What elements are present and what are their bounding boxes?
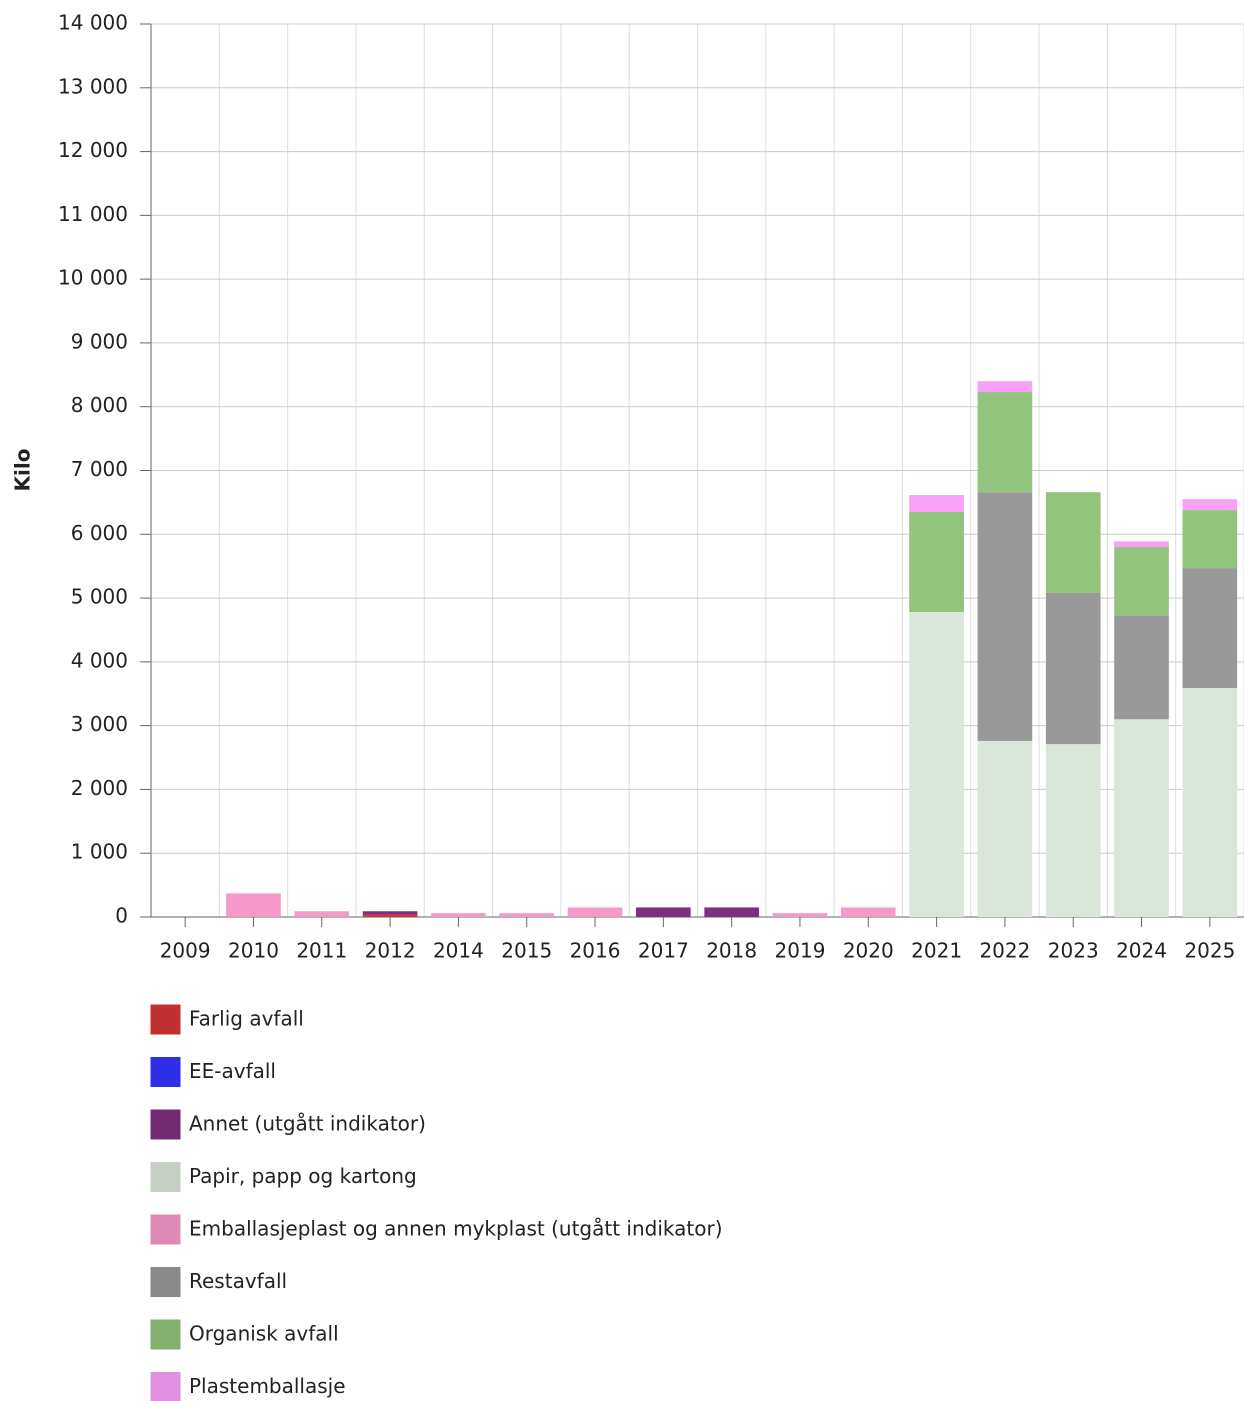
y-tick-label: 1 000 [71,840,128,864]
bar-segment [1114,719,1169,917]
x-tick-label: 2018 [706,939,757,963]
x-tick-label: 2025 [1184,939,1235,963]
y-tick-label: 11 000 [58,202,128,226]
bar-segment [1114,541,1169,548]
bar-segment [772,913,828,917]
y-tick-label: 0 [115,904,128,928]
legend-swatch [150,1214,181,1245]
bar-segment [1114,547,1169,616]
y-tick-label: 7 000 [71,457,128,481]
bar-segment [704,907,759,917]
legend-swatch [150,1319,181,1350]
y-tick-label: 2 000 [71,776,128,800]
bar-segment [1045,592,1101,745]
legend-swatch [150,1057,181,1087]
bar-segment [977,392,1033,493]
y-tick-label: 14 000 [58,11,128,35]
bar-segment [1182,510,1238,569]
y-axis-label: Kilo [11,449,35,492]
x-tick-label: 2021 [911,939,962,963]
bar-segment [1114,615,1169,720]
legend-swatch [150,1109,181,1140]
legend-label: Papir, papp og kartong [189,1164,417,1188]
x-tick-label: 2012 [365,939,416,963]
y-tick-label: 4 000 [71,648,128,672]
bar-segment [1182,499,1238,511]
bar-segment [909,612,964,917]
x-tick-label: 2022 [979,939,1030,963]
legend-label: EE-avfall [189,1059,276,1083]
bar-segment [977,492,1033,741]
x-tick-label: 2020 [843,939,894,963]
legend-swatch [150,1162,181,1192]
bar-segment [1182,688,1238,917]
x-tick-label: 2010 [228,939,279,963]
bar-segment [362,911,418,915]
bar-segment [909,495,964,512]
bar-segment [567,907,623,917]
y-tick-label: 10 000 [58,266,128,290]
legend-label: Annet (utgått indikator) [189,1112,426,1136]
legend-swatch [150,1004,181,1035]
x-tick-label: 2019 [775,939,826,963]
bar-segment [1182,568,1238,689]
bar-segment [226,893,281,917]
x-tick-label: 2017 [638,939,689,963]
x-tick-label: 2023 [1048,939,1099,963]
bar-segment [362,914,418,917]
bar-segment [636,907,691,917]
bar-segment [431,913,486,917]
y-tick-label: 3 000 [71,712,128,736]
bar-segment [294,911,350,917]
legend-label: Farlig avfall [189,1007,304,1031]
bar-segment [909,511,964,613]
bar-segment [499,913,555,917]
bar-segment [977,381,1033,393]
y-tick-label: 5 000 [71,585,128,609]
y-tick-label: 9 000 [71,329,128,353]
legend-swatch [150,1372,181,1401]
bar-segment [1045,744,1101,917]
x-tick-label: 2011 [296,939,347,963]
x-tick-label: 2015 [501,939,552,963]
y-tick-label: 13 000 [58,74,128,98]
x-tick-label: 2024 [1116,939,1167,963]
bar-segment [840,907,896,917]
x-tick-label: 2014 [433,939,484,963]
legend-label: Plastemballasje [189,1374,346,1398]
legend-label: Restavfall [189,1269,287,1293]
y-tick-label: 8 000 [71,393,128,417]
bar-segment [977,740,1033,917]
legend-label: Emballasjeplast og annen mykplast (utgåt… [189,1217,723,1241]
legend-swatch [150,1267,181,1297]
bar-segment [1045,492,1101,593]
legend-label: Organisk avfall [189,1322,339,1346]
y-tick-label: 12 000 [58,138,128,162]
y-tick-label: 6 000 [71,521,128,545]
x-tick-label: 2016 [570,939,621,963]
x-tick-label: 2009 [160,939,211,963]
